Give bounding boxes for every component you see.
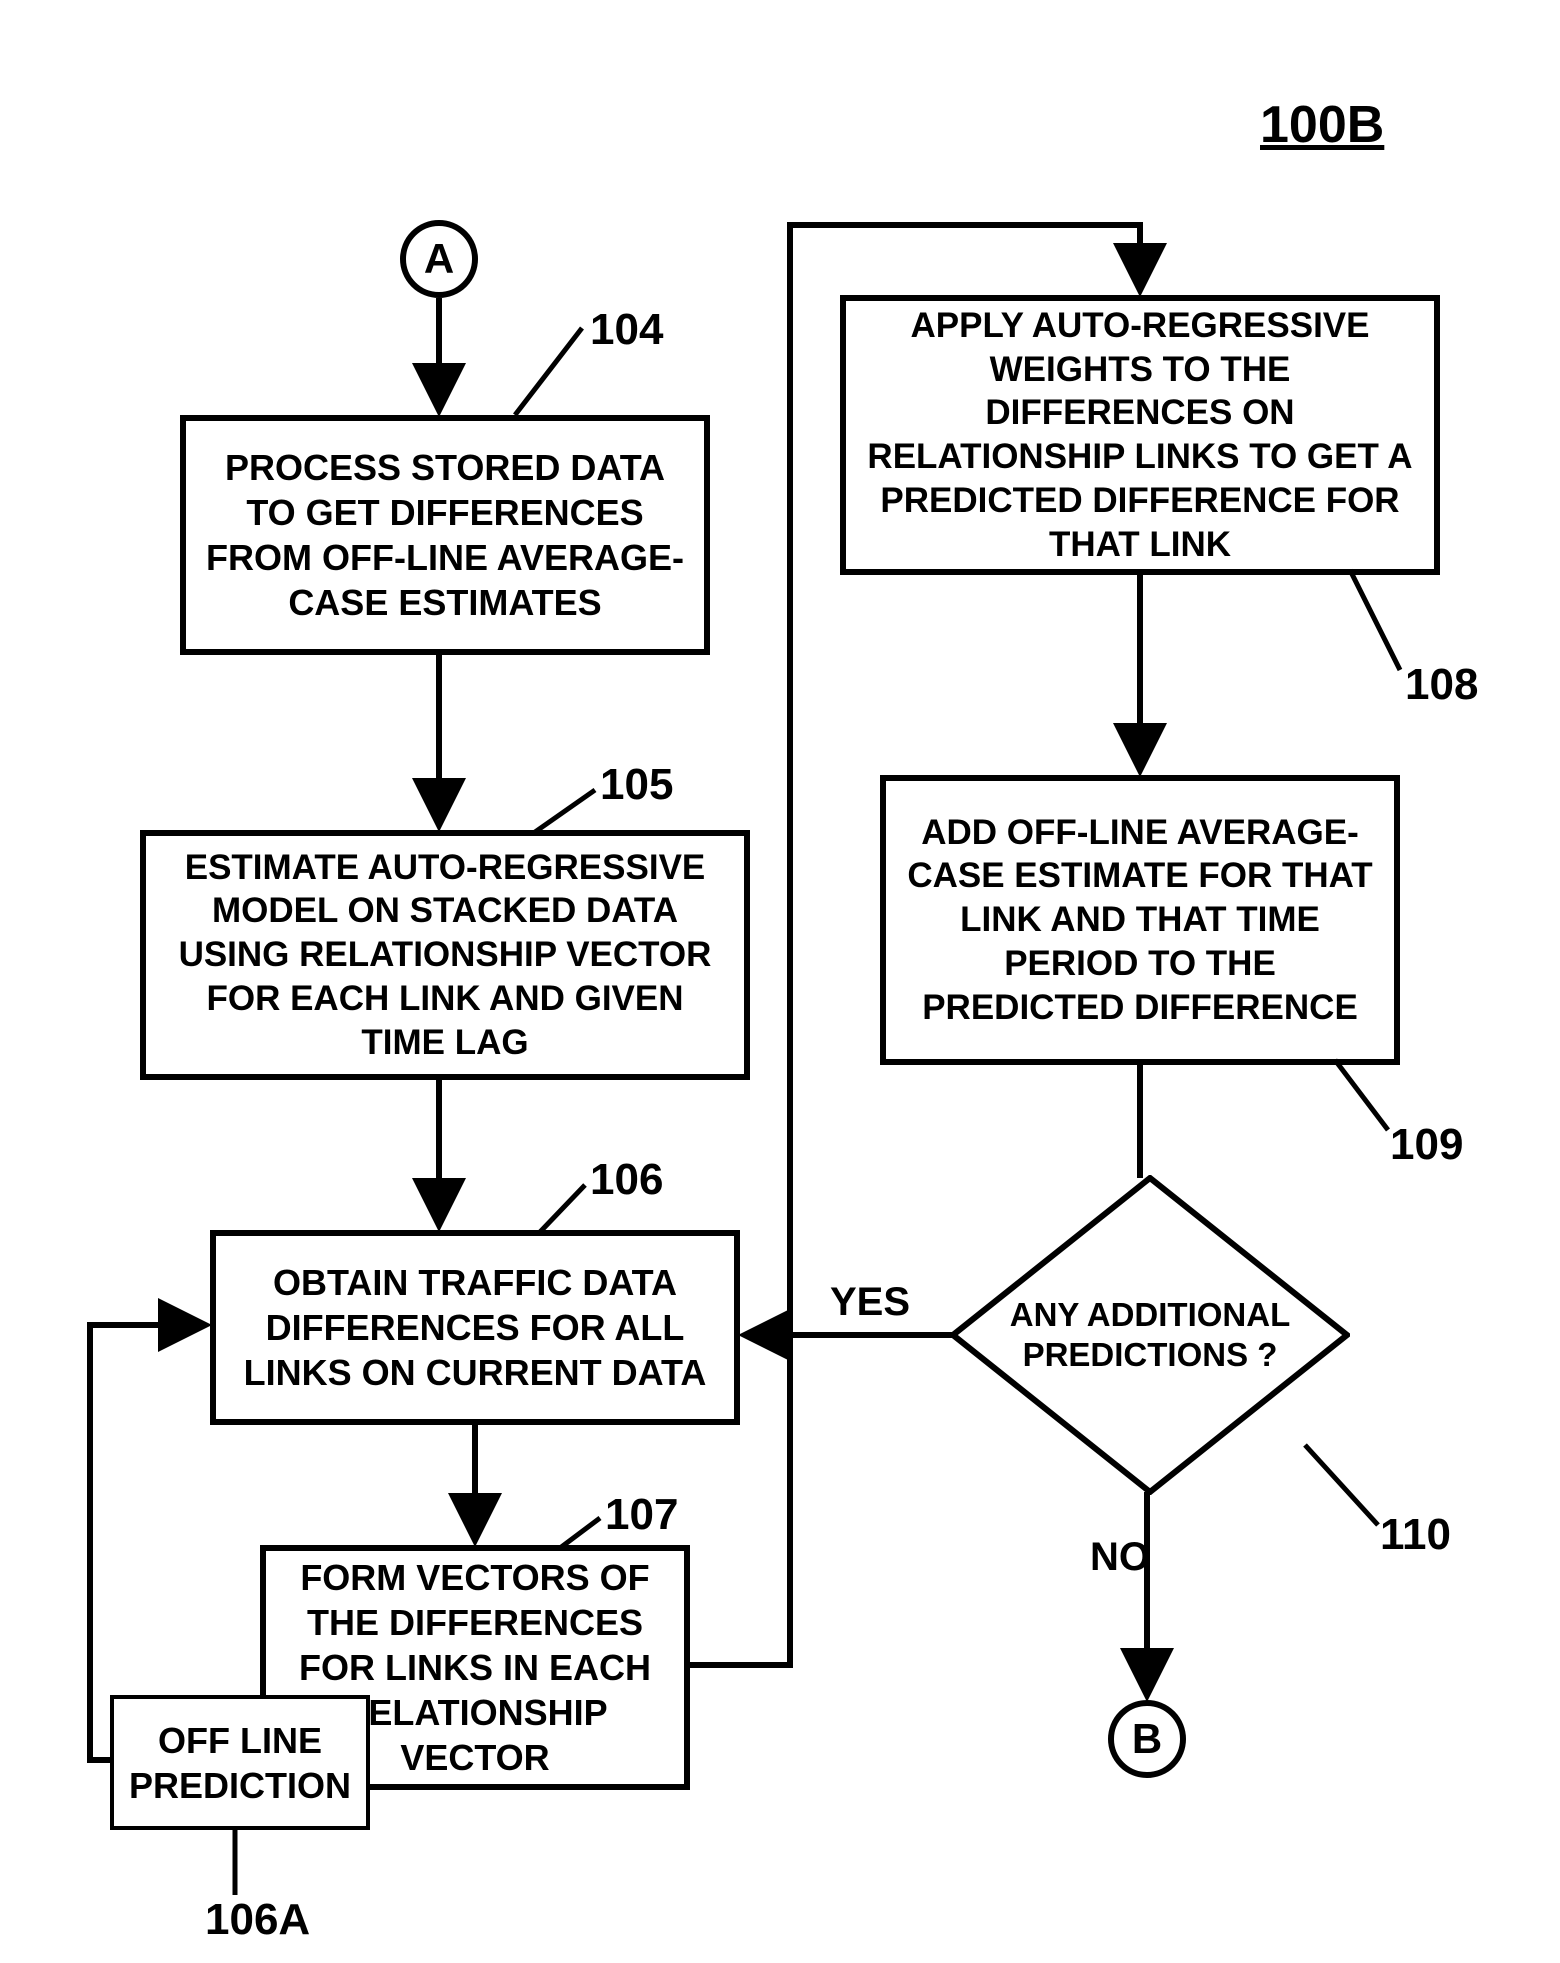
connector-b: B <box>1108 1700 1186 1778</box>
label-106a: 106A <box>205 1895 310 1945</box>
decision-110: ANY ADDITIONAL PREDICTIONS ? <box>950 1175 1350 1495</box>
box-108: APPLY AUTO-REGRESSIVE WEIGHTS TO THE DIF… <box>840 295 1440 575</box>
connector-a: A <box>400 220 478 298</box>
label-106: 106 <box>590 1155 663 1205</box>
label-109: 109 <box>1390 1120 1463 1170</box>
flowchart-canvas: 100B A PROCESS STORED DATA TO GET DIFFER… <box>0 0 1560 1963</box>
label-110: 110 <box>1380 1510 1451 1560</box>
box-104: PROCESS STORED DATA TO GET DIFFERENCES F… <box>180 415 710 655</box>
label-108: 108 <box>1405 660 1478 710</box>
box-106: OBTAIN TRAFFIC DATA DIFFERENCES FOR ALL … <box>210 1230 740 1425</box>
label-105: 105 <box>600 760 673 810</box>
decision-110-text: ANY ADDITIONAL PREDICTIONS ? <box>950 1175 1350 1495</box>
label-104: 104 <box>590 305 663 355</box>
decision-no: NO <box>1090 1535 1150 1580</box>
figure-label: 100B <box>1260 95 1384 155</box>
box-105: ESTIMATE AUTO-REGRESSIVE MODEL ON STACKE… <box>140 830 750 1080</box>
label-107: 107 <box>605 1490 678 1540</box>
decision-yes: YES <box>830 1280 910 1325</box>
box-109: ADD OFF-LINE AVERAGE-CASE ESTIMATE FOR T… <box>880 775 1400 1065</box>
box-106a: OFF LINE PREDICTION <box>110 1695 370 1830</box>
